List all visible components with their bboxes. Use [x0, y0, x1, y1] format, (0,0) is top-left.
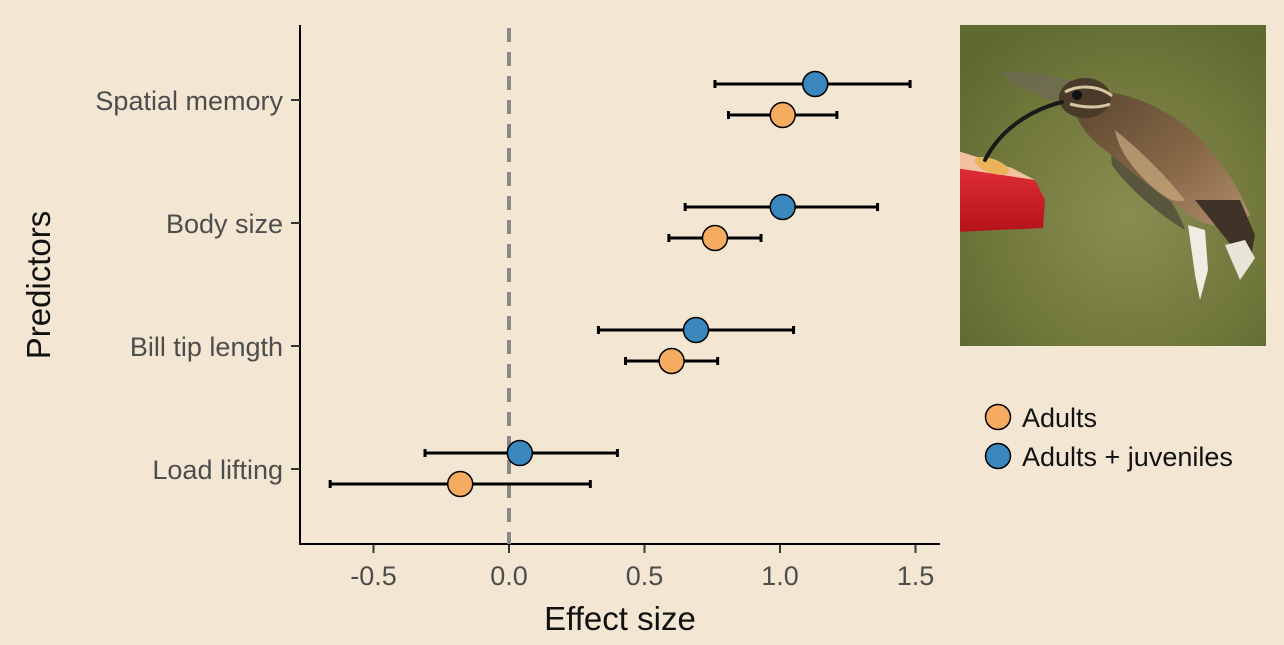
y-tick-label: Spatial memory [95, 86, 283, 116]
hummingbird-photo [960, 25, 1266, 346]
x-tick-label: 0.5 [626, 561, 664, 591]
estimate-point [769, 193, 796, 221]
y-tick-label: Bill tip length [130, 332, 283, 362]
y-tick-label: Body size [166, 209, 283, 239]
x-tick-label: 1.0 [761, 561, 799, 591]
y-tick-label: Load lifting [152, 455, 283, 485]
data-marks [328, 70, 912, 498]
legend: Adults Adults + juveniles [984, 403, 1233, 472]
x-tick-label: 0.0 [490, 561, 528, 591]
estimate-point [506, 439, 534, 467]
y-ticks: Spatial memory Body size Bill tip length Lo… [95, 86, 300, 485]
estimate-point [701, 224, 729, 252]
x-tick-label: 1.5 [897, 561, 935, 591]
estimate-point [769, 101, 796, 129]
x-tick-label: -0.5 [350, 561, 397, 591]
legend-key [984, 403, 1012, 431]
x-ticks: -0.5 0.0 0.5 1.0 1.5 [350, 545, 934, 591]
x-axis-title: Effect size [544, 600, 696, 637]
estimate-point [682, 316, 710, 344]
legend-label: Adults [1022, 403, 1097, 433]
estimate-point [446, 470, 474, 498]
legend-key [984, 442, 1012, 470]
legend-label: Adults + juveniles [1022, 442, 1233, 472]
y-axis-title: Predictors [20, 211, 57, 360]
estimate-point [658, 347, 685, 375]
estimate-point [801, 70, 829, 98]
